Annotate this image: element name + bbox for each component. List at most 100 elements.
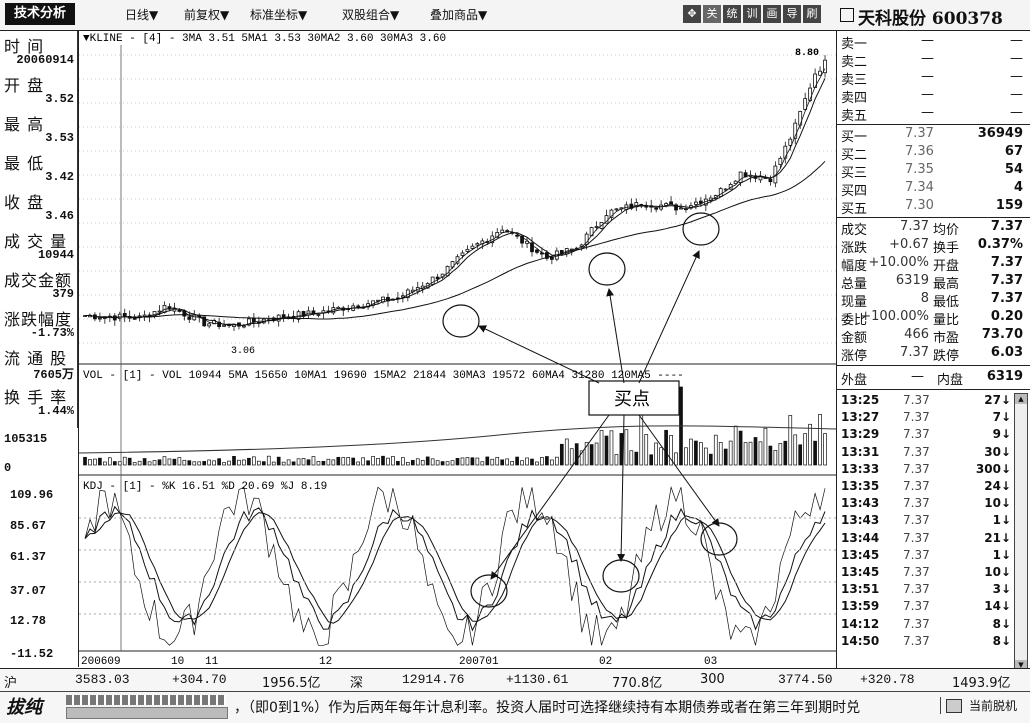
candlestick	[341, 305, 346, 317]
stat-label: 总量	[841, 277, 868, 292]
stat-value: +100.00%	[860, 309, 929, 324]
tick-time: 13:33	[841, 461, 880, 476]
tick-row: 13:45 7.37 1↓	[841, 548, 1011, 565]
sell-label: 卖二	[841, 55, 868, 70]
tick-price: 7.37	[903, 530, 930, 545]
draw-tool-button[interactable]: 画	[763, 5, 781, 23]
stat-label: 涨跌	[841, 241, 868, 256]
buy-price: 7.30	[905, 198, 934, 213]
volume-bar	[773, 450, 778, 466]
chart-area[interactable]: 200609 10 11 12 200701 02 03 买点 ▼KLINE - [4] -…	[78, 31, 837, 667]
volume-bar	[674, 452, 678, 466]
tick-time: 13:31	[841, 444, 880, 459]
volume-bar	[142, 458, 147, 466]
progress-strip	[66, 695, 226, 705]
stat-value: 7.37	[990, 255, 1023, 270]
scroll-up-arrow-icon[interactable]: ▲	[1015, 394, 1027, 404]
candlestick	[306, 306, 311, 319]
candlestick	[167, 303, 172, 312]
volume-bar	[440, 461, 445, 466]
candlestick	[768, 175, 773, 186]
volume-bar	[227, 460, 231, 466]
tech-analysis-logo[interactable]: 技术分析	[5, 3, 75, 25]
candlestick	[694, 197, 698, 210]
tick-price: 7.37	[903, 599, 930, 614]
volume-bar	[495, 456, 500, 466]
stat-row: 涨跌 +0.67 换手 0.37%	[841, 237, 1027, 256]
buy-point-circle	[682, 212, 720, 246]
menu-daily[interactable]: 日线▼	[125, 8, 159, 22]
chart-svg[interactable]: 200609 10 11 12 200701 02 03 买点 ▼KLINE - [4] -…	[79, 31, 836, 667]
scroll-down-arrow-icon[interactable]: ▼	[1015, 660, 1027, 670]
refresh-tool-button[interactable]: 刷	[803, 5, 821, 23]
tick-row: 13:59 7.37 14↓	[841, 599, 1011, 616]
volume-bar	[296, 458, 301, 466]
volume-bar	[306, 459, 311, 466]
volume-bar	[813, 440, 817, 466]
stat-value: 8	[920, 291, 929, 306]
volume-bar	[614, 454, 619, 466]
menu-dual-stock[interactable]: 双股组合▼	[342, 8, 400, 22]
stat-label: 换手	[933, 241, 960, 256]
tick-time: 14:50	[841, 633, 880, 648]
volume-bar	[515, 456, 519, 466]
annotation-arrow	[638, 414, 720, 527]
volume-bar	[778, 443, 783, 466]
volume-bar	[535, 461, 539, 466]
train-tool-button[interactable]: 训	[743, 5, 761, 23]
volume-bar	[162, 456, 167, 466]
tick-time: 13:45	[841, 547, 880, 562]
stat-value: 7.37	[990, 219, 1023, 234]
tick-volume: 1↓	[992, 513, 1011, 528]
tick-scrollbar[interactable]: ▲ ▼	[1014, 393, 1028, 671]
top-toolbar: 技术分析 日线▼ 前复权▼ 标准坐标▼ 双股组合▼ 叠加商品▼ ✥ 关 统 训 …	[0, 0, 1030, 31]
candlestick	[122, 308, 127, 323]
move-tool-button[interactable]: ✥	[683, 5, 701, 23]
tick-row: 13:29 7.37 9↓	[841, 427, 1011, 444]
buy-vol: 4	[1013, 180, 1023, 195]
volume-bar	[703, 447, 708, 466]
volume-bar	[574, 443, 579, 466]
annotation-arrow	[617, 414, 626, 562]
tick-row: 13:43 7.37 10↓	[841, 496, 1011, 513]
volume-bar	[669, 435, 673, 466]
volume-bar	[311, 456, 316, 466]
quote-value: 3.53	[45, 131, 74, 145]
quote-label: 涨跌幅度	[4, 310, 73, 329]
kdj-header: KDJ - [1] - %K 16.51 %D 20.69 %J 8.19	[83, 481, 327, 493]
stat-value: 7.37	[900, 219, 929, 234]
candlestick	[281, 309, 286, 322]
close-tool-button[interactable]: 关	[703, 5, 721, 23]
candlestick	[654, 207, 659, 213]
tick-volume: 7↓	[992, 410, 1011, 425]
sell-price: —	[921, 33, 934, 48]
volume-bar	[237, 459, 241, 466]
buy-label: 买一	[841, 130, 868, 145]
menu-adjust[interactable]: 前复权▼	[184, 8, 230, 22]
volume-bar	[410, 459, 415, 466]
menu-coordinates[interactable]: 标准坐标▼	[250, 8, 308, 22]
sell-price: —	[921, 87, 934, 102]
volume-bar	[823, 433, 827, 466]
sell-vol: —	[1010, 69, 1023, 84]
stat-row: 现量 8 最低 7.37	[841, 291, 1027, 310]
candlestick	[823, 55, 827, 78]
window-icon[interactable]	[840, 8, 854, 22]
buy-price: 7.34	[905, 180, 934, 195]
stats-tool-button[interactable]: 统	[723, 5, 741, 23]
sell-price: —	[921, 69, 934, 84]
volume-bar	[420, 460, 425, 466]
candlestick	[222, 319, 226, 327]
export-tool-button[interactable]: 导	[783, 5, 801, 23]
volume-bar	[187, 460, 192, 466]
index-field: +320.78	[860, 672, 915, 687]
tick-price: 7.37	[903, 427, 930, 442]
volume-bar	[391, 456, 395, 466]
candlestick	[351, 303, 356, 312]
candlestick	[470, 243, 475, 250]
volume-bar	[122, 456, 127, 466]
volume-bar	[629, 450, 634, 466]
buy-label: 买四	[841, 184, 868, 199]
menu-overlay[interactable]: 叠加商品▼	[430, 8, 488, 22]
candlestick	[659, 200, 664, 212]
